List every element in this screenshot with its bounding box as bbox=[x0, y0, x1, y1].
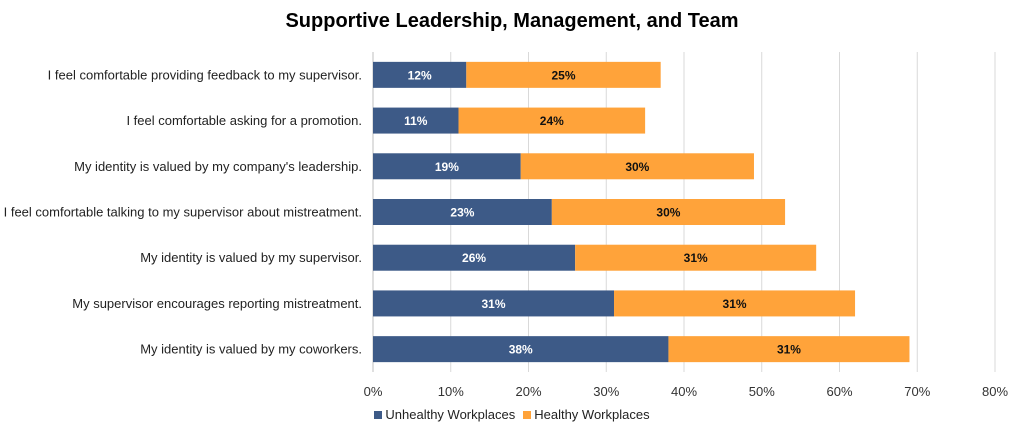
bar-healthy bbox=[668, 336, 910, 363]
bar-healthy bbox=[614, 290, 856, 317]
bar-unhealthy bbox=[373, 107, 459, 134]
data-label: 31% bbox=[481, 297, 505, 311]
category-label: I feel comfortable talking to my supervi… bbox=[4, 205, 362, 220]
data-label: 30% bbox=[656, 206, 680, 220]
data-label: 30% bbox=[625, 160, 649, 174]
bar-unhealthy bbox=[373, 153, 521, 180]
category-label: My identity is valued by my coworkers. bbox=[140, 342, 362, 357]
x-tick-label: 80% bbox=[982, 384, 1008, 399]
category-label: I feel comfortable asking for a promotio… bbox=[126, 113, 362, 128]
data-label: 24% bbox=[540, 114, 564, 128]
legend-swatch bbox=[374, 411, 383, 419]
legend: Unhealthy Workplaces Healthy Workplaces bbox=[0, 407, 1024, 422]
data-label: 12% bbox=[408, 68, 432, 82]
bar-unhealthy bbox=[373, 244, 576, 271]
category-label: My identity is valued by my company's le… bbox=[74, 159, 362, 174]
bar-healthy bbox=[466, 61, 661, 88]
bar-healthy bbox=[520, 153, 754, 180]
bar-unhealthy bbox=[373, 336, 669, 363]
x-tick-label: 0% bbox=[364, 384, 383, 399]
chart-title: Supportive Leadership, Management, and T… bbox=[285, 10, 739, 32]
legend-label: Healthy Workplaces bbox=[534, 407, 650, 422]
category-label: My identity is valued by my supervisor. bbox=[140, 250, 362, 265]
data-label: 11% bbox=[404, 114, 428, 128]
bar-healthy bbox=[458, 107, 646, 134]
legend-item: Healthy Workplaces bbox=[523, 407, 650, 422]
category-label: My supervisor encourages reporting mistr… bbox=[72, 296, 362, 311]
legend-swatch bbox=[523, 411, 532, 419]
legend-item: Unhealthy Workplaces bbox=[374, 407, 515, 422]
bar-unhealthy bbox=[373, 199, 552, 225]
bar-chart: 0% 10% 20% 30% 40% 50% 60% 70% 80% I feel comfort… bbox=[4, 52, 1008, 399]
x-tick-label: 50% bbox=[749, 384, 775, 399]
bar-unhealthy bbox=[373, 61, 467, 88]
x-tick-label: 70% bbox=[904, 384, 930, 399]
data-label: 23% bbox=[450, 206, 474, 220]
data-label: 26% bbox=[462, 251, 486, 265]
data-label: 31% bbox=[684, 251, 708, 265]
x-tick-label: 40% bbox=[671, 384, 697, 399]
data-label: 31% bbox=[777, 343, 801, 357]
bar-healthy bbox=[575, 244, 817, 271]
data-label: 38% bbox=[509, 343, 533, 357]
x-tick-label: 10% bbox=[438, 384, 464, 399]
legend-label: Unhealthy Workplaces bbox=[385, 407, 516, 422]
data-label: 31% bbox=[723, 297, 747, 311]
data-label: 19% bbox=[435, 160, 459, 174]
bar-healthy bbox=[551, 199, 786, 225]
data-label: 25% bbox=[551, 68, 575, 82]
x-tick-label: 20% bbox=[515, 384, 541, 399]
bar-unhealthy bbox=[373, 290, 615, 317]
category-label: I feel comfortable providing feedback to… bbox=[48, 67, 362, 82]
x-tick-label: 60% bbox=[826, 384, 852, 399]
x-tick-label: 30% bbox=[593, 384, 619, 399]
